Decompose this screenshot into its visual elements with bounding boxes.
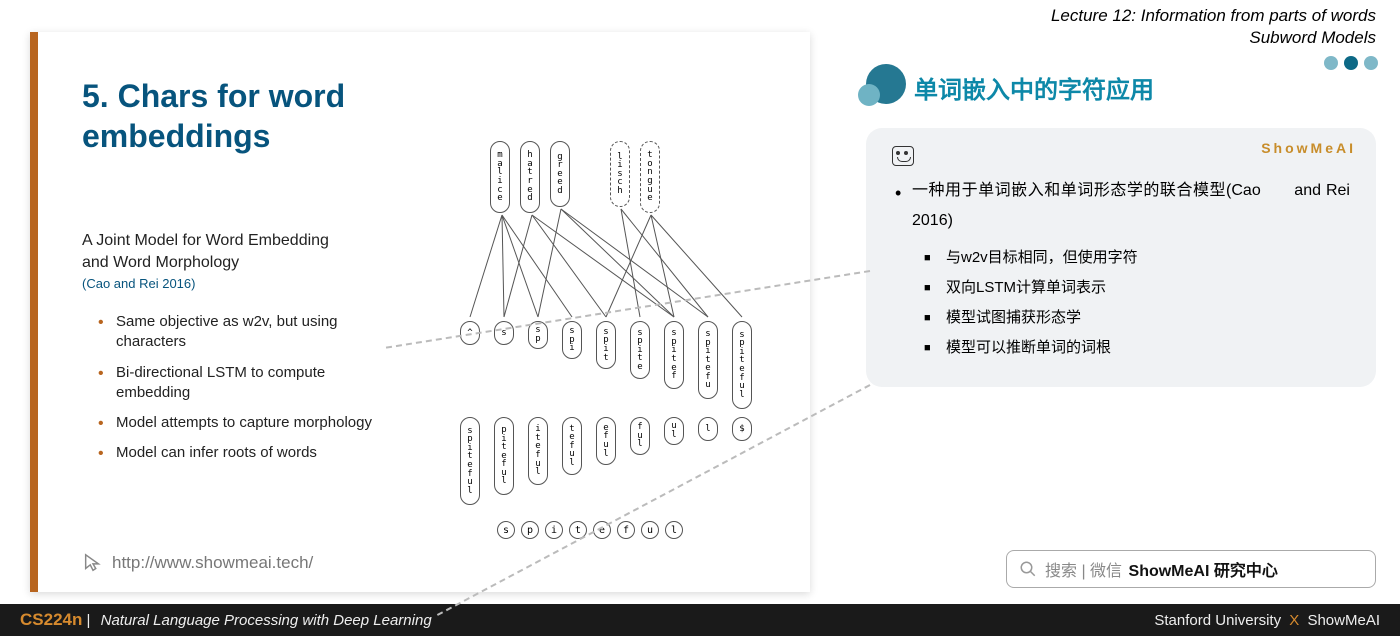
search-icon	[1019, 560, 1037, 578]
search-box[interactable]: 搜索 | 微信 ShowMeAI 研究中心	[1006, 550, 1376, 588]
annotation-sub-item: 双向LSTM计算单词表示	[924, 273, 1350, 303]
annotation-sub-item: 模型可以推断单词的词根	[924, 333, 1350, 363]
slide-frame: 5. Chars for word embeddings A Joint Mod…	[30, 32, 810, 592]
slide-bullets: Same objective as w2v, but using charact…	[98, 302, 388, 474]
robot-icon	[892, 146, 914, 166]
decor-dots	[1324, 56, 1378, 70]
bullet-item: Same objective as w2v, but using charact…	[98, 312, 388, 353]
section-header: 单词嵌入中的字符应用	[858, 64, 1154, 110]
slide-link[interactable]: http://www.showmeai.tech/	[82, 552, 313, 574]
annotation-brand: ShowMeAI	[1261, 140, 1356, 156]
annotation-box: ShowMeAI 一种用于单词嵌入和单词形态学的联合模型(Cao and Rei…	[866, 128, 1376, 387]
course-desc: Natural Language Processing with Deep Le…	[101, 612, 432, 629]
course-code: CS224n	[20, 610, 82, 629]
section-title: 单词嵌入中的字符应用	[914, 70, 1154, 105]
bullet-item: Model can infer roots of words	[98, 443, 388, 463]
slide-subtitle: A Joint Model for Word Embedding and Wor…	[82, 230, 329, 273]
footer-org1: Stanford University	[1154, 612, 1281, 629]
annotation-sub-item: 模型试图捕获形态学	[924, 303, 1350, 333]
lecture-line1: Lecture 12: Information from parts of wo…	[1051, 6, 1376, 26]
slide-citation: (Cao and Rei 2016)	[82, 276, 195, 291]
search-hint: 搜索 | 微信	[1045, 557, 1122, 581]
footer-org2: ShowMeAI	[1307, 612, 1380, 629]
annotation-sublist: 与w2v目标相同，但使用字符双向LSTM计算单词表示模型试图捕获形态学模型可以推…	[892, 243, 1350, 363]
lecture-line2: Subword Models	[1051, 28, 1376, 48]
slide-title: 5. Chars for word embeddings	[82, 76, 345, 156]
search-bold: ShowMeAI 研究中心	[1129, 557, 1278, 581]
footer-x: X	[1289, 612, 1299, 629]
bullet-item: Bi-directional LSTM to compute embedding	[98, 363, 388, 404]
annotation-main: 一种用于单词嵌入和单词形态学的联合模型(Cao and Rei 2016)	[892, 176, 1350, 237]
footer-bar: CS224n | Natural Language Processing wit…	[0, 604, 1400, 636]
cursor-icon	[82, 552, 104, 574]
bullet-item: Model attempts to capture morphology	[98, 413, 388, 433]
lecture-header: Lecture 12: Information from parts of wo…	[1051, 6, 1376, 48]
annotation-sub-item: 与w2v目标相同，但使用字符	[924, 243, 1350, 273]
slide-accent-bar	[30, 32, 38, 592]
section-icon	[858, 64, 904, 110]
model-diagram: malicehatredgreedlischtongue^sspspispits…	[430, 137, 790, 547]
